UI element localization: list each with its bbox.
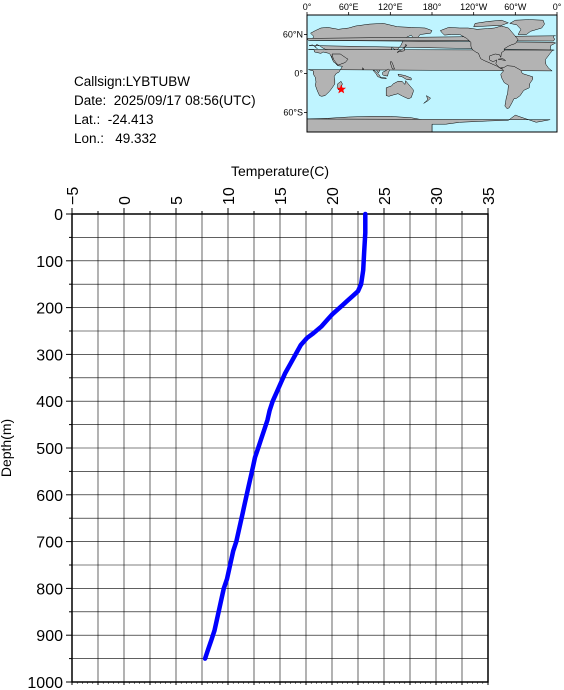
x-tick-label: 30 <box>429 187 446 205</box>
map-lon-label: 0° <box>553 2 562 12</box>
y-axis-title: Depth(m) <box>0 419 14 477</box>
map-landmass <box>397 73 412 81</box>
y-tick-label: 900 <box>36 628 63 645</box>
x-tick-label: 10 <box>221 187 238 205</box>
map-lon-label: 0° <box>303 2 312 12</box>
x-tick-label: 15 <box>273 187 290 205</box>
callsign-text: Callsign:LYBTUBW <box>74 74 191 89</box>
x-tick-label: 25 <box>377 187 394 205</box>
map-landmass <box>382 68 390 77</box>
map-landmass <box>385 80 414 100</box>
y-tick-label: 800 <box>36 581 63 598</box>
station-info: Callsign:LYBTUBW Date: 2025/09/17 08:56(… <box>74 72 256 148</box>
x-tick-label: 5 <box>169 196 186 205</box>
map-landmass <box>439 25 519 70</box>
y-tick-label: 400 <box>36 394 63 411</box>
map-lon-label: 120°W <box>460 2 488 12</box>
y-tick-label: 200 <box>36 301 63 318</box>
y-tick-label: 1000 <box>27 675 63 690</box>
location-marker-star <box>336 84 346 94</box>
map-lat-label: 0° <box>294 69 303 79</box>
x-tick-label: 0 <box>117 196 134 205</box>
y-tick-label: 100 <box>36 254 63 271</box>
map-landmass <box>500 65 533 109</box>
y-tick-label: 0 <box>54 207 63 224</box>
map-lon-label: 60°W <box>504 2 527 12</box>
latitude-text: Lat.: -24.413 <box>74 112 154 127</box>
map-land <box>307 19 557 132</box>
map-landmass <box>473 19 510 27</box>
x-axis-title: Temperature(C) <box>231 163 329 179</box>
map-landmass <box>307 114 551 132</box>
map-landmass <box>362 67 365 70</box>
temperature-profile-line <box>202 211 368 661</box>
map-landmass <box>396 43 408 54</box>
x-tick-label: −5 <box>65 187 82 205</box>
x-tick-label: 20 <box>325 187 342 205</box>
longitude-text: Lon.: 49.332 <box>74 131 157 146</box>
map-lon-label: 60°E <box>339 2 359 12</box>
map-landmass <box>497 58 506 61</box>
map-lat-label: 60°N <box>283 30 303 40</box>
map-landmass <box>423 95 432 104</box>
y-tick-label: 600 <box>36 488 63 505</box>
map-landmass <box>509 19 545 35</box>
map-lon-label: 120°E <box>378 2 403 12</box>
x-tick-label: 35 <box>481 187 498 205</box>
map-landmass <box>389 61 395 70</box>
y-tick-label: 500 <box>36 441 63 458</box>
y-tick-label: 300 <box>36 347 63 364</box>
map-lon-label: 180° <box>423 2 442 12</box>
y-tick-label: 700 <box>36 535 63 552</box>
map-landmass <box>380 77 387 79</box>
map-landmass <box>331 53 349 66</box>
map-lat-label: 60°S <box>283 108 303 118</box>
date-text: Date: 2025/09/17 08:56(UTC) <box>74 93 256 108</box>
